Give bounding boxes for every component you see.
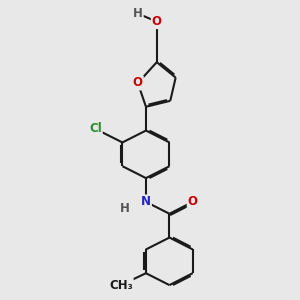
Text: O: O [152, 15, 162, 28]
Text: O: O [188, 195, 198, 208]
Text: H: H [133, 7, 143, 20]
Text: Cl: Cl [89, 122, 102, 135]
Text: N: N [141, 195, 151, 208]
Text: CH₃: CH₃ [109, 279, 133, 292]
Text: H: H [119, 202, 129, 214]
Text: O: O [133, 76, 143, 89]
